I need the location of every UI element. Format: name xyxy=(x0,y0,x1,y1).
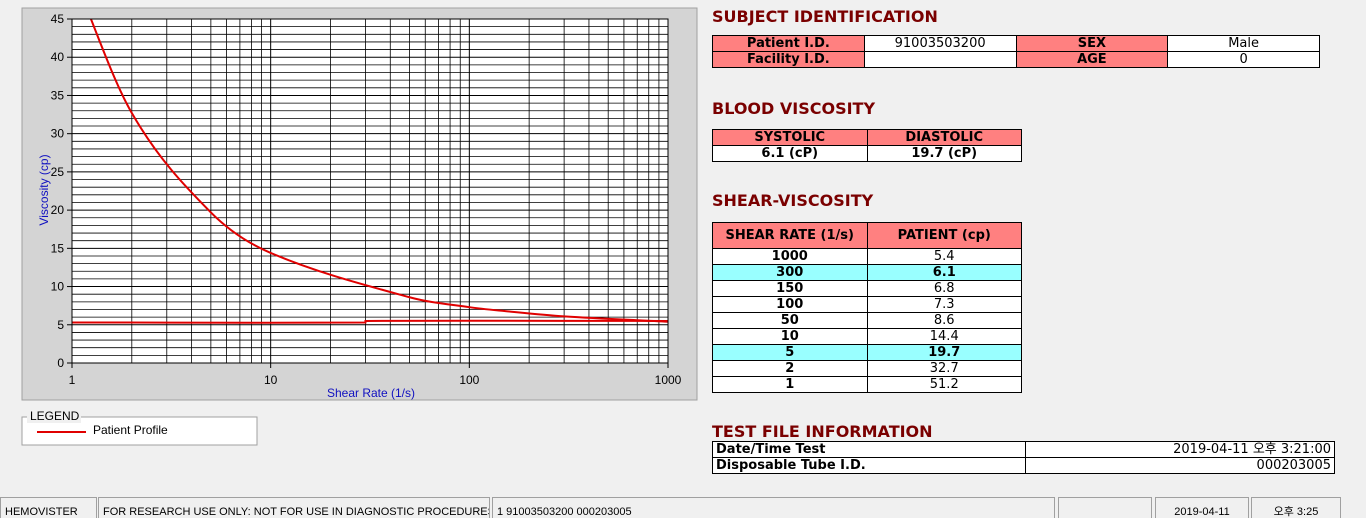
cell: SHEAR RATE (1/s) xyxy=(712,222,868,249)
cell: 100 xyxy=(712,296,868,313)
table-row: Disposable Tube I.D. 000203005 xyxy=(712,457,1335,474)
cell: SEX xyxy=(1015,35,1169,52)
cell: 14.4 xyxy=(866,328,1022,345)
cell: 6.8 xyxy=(866,280,1022,297)
grid xyxy=(71,18,669,364)
x-tick-label: 10 xyxy=(264,373,278,387)
status-cell: HEMOVISTER xyxy=(0,497,97,518)
y-tick-label: 10 xyxy=(51,280,65,294)
x-tick-label: 1 xyxy=(69,373,76,387)
cell: 10 xyxy=(712,328,868,345)
cell: 2 xyxy=(712,360,868,377)
cell: 000203005 xyxy=(1025,457,1335,474)
legend-title-bg xyxy=(27,409,81,423)
x-axis-label: Shear Rate (1/s) xyxy=(327,386,415,400)
y-tick-label: 5 xyxy=(57,318,64,332)
subject-table: Patient I.D. 91003503200 SEX Male Facility … xyxy=(712,35,1320,68)
cell: SYSTOLIC xyxy=(712,129,868,146)
table-row: 1000 5.4 xyxy=(712,248,1022,265)
cell: 6.1 xyxy=(866,264,1022,281)
cell: 150 xyxy=(712,280,868,297)
series-line xyxy=(72,319,668,324)
cell: 1 xyxy=(712,376,868,393)
cell: 50 xyxy=(712,312,868,329)
cell: 1000 xyxy=(712,248,868,265)
y-tick-label: 30 xyxy=(51,127,65,141)
cell: 6.1 (cP) xyxy=(712,145,868,162)
status-cell: 1 91003503200 000203005 xyxy=(492,497,1055,518)
cell: 19.7 xyxy=(866,344,1022,361)
y-tick-label: 25 xyxy=(51,165,65,179)
chart: 1 10 100 1000 0 5 10 15 20 25 30 35 40 45 Shear Rate … xyxy=(0,0,698,450)
cell: Male xyxy=(1167,35,1320,52)
table-row: 100 7.3 xyxy=(712,296,1022,313)
status-cell xyxy=(1058,497,1152,518)
x-tick-label: 1000 xyxy=(655,373,682,387)
cell: Patient I.D. xyxy=(712,35,865,52)
cell: DIASTOLIC xyxy=(866,129,1022,146)
cell xyxy=(863,51,1017,68)
table-row: 5 19.7 xyxy=(712,344,1022,361)
plot-border xyxy=(71,18,669,364)
lines xyxy=(72,19,668,324)
y-tick-label: 35 xyxy=(51,88,65,102)
cell: 51.2 xyxy=(866,376,1022,393)
left-edge xyxy=(0,0,8,450)
section-title: BLOOD VISCOSITY xyxy=(712,99,876,118)
blood-viscosity-table: SYSTOLIC DIASTOLIC 6.1 (cP) 19.7 (cP) xyxy=(712,129,1022,162)
series-line xyxy=(89,19,668,323)
x-tick-label: 100 xyxy=(459,373,479,387)
status-cell: 오후 3:25 xyxy=(1251,497,1341,518)
y-tick-label: 0 xyxy=(57,356,64,370)
y-tick-label: 40 xyxy=(51,50,65,64)
cell: 8.6 xyxy=(866,312,1022,329)
section-title: SUBJECT IDENTIFICATION xyxy=(712,7,938,26)
table-row: 10 14.4 xyxy=(712,328,1022,345)
axes: 1 10 100 1000 0 5 10 15 20 25 30 35 40 45 xyxy=(51,12,682,387)
test-file-table: Date/Time Test 2019-04-11 오후 3:21:00 Dispo… xyxy=(712,441,1335,474)
table-row: 1 51.2 xyxy=(712,376,1022,393)
y-tick-label: 20 xyxy=(51,203,65,217)
status-cell: FOR RESEARCH USE ONLY: NOT FOR USE IN DI… xyxy=(98,497,490,518)
table-row: 300 6.1 xyxy=(712,264,1022,281)
cell: PATIENT (cp) xyxy=(866,222,1022,249)
cell: 0 xyxy=(1167,51,1320,68)
cell: AGE xyxy=(1015,51,1169,68)
cell: 2019-04-11 오후 3:21:00 xyxy=(1025,441,1335,458)
section-title: SHEAR-VISCOSITY xyxy=(712,191,874,210)
table-row: 50 8.6 xyxy=(712,312,1022,329)
cell: 19.7 (cP) xyxy=(866,145,1022,162)
status-cell: 2019-04-11 xyxy=(1155,497,1249,518)
table-row: 150 6.8 xyxy=(712,280,1022,297)
legend-label: Patient Profile xyxy=(93,423,168,437)
cell: 32.7 xyxy=(866,360,1022,377)
cell: 300 xyxy=(712,264,868,281)
cell: Date/Time Test xyxy=(712,441,1026,458)
table-row: 2 32.7 xyxy=(712,360,1022,377)
table-row: Date/Time Test 2019-04-11 오후 3:21:00 xyxy=(712,441,1335,458)
cell: 91003503200 xyxy=(863,35,1017,52)
section-title: TEST FILE INFORMATION xyxy=(712,422,933,441)
cell: 5.4 xyxy=(866,248,1022,265)
y-tick-label: 45 xyxy=(51,12,65,26)
cell: Disposable Tube I.D. xyxy=(712,457,1026,474)
plot-area xyxy=(72,19,668,363)
cell: 5 xyxy=(712,344,868,361)
legend-title: LEGEND xyxy=(30,409,80,423)
y-tick-label: 15 xyxy=(51,241,65,255)
cell: 7.3 xyxy=(866,296,1022,313)
shear-viscosity-table: SHEAR RATE (1/s) PATIENT (cp) 1000 5.4 300 6… xyxy=(712,222,1022,393)
y-axis-label: Viscosity (cp) xyxy=(37,154,51,225)
cell: Facility I.D. xyxy=(712,51,865,68)
